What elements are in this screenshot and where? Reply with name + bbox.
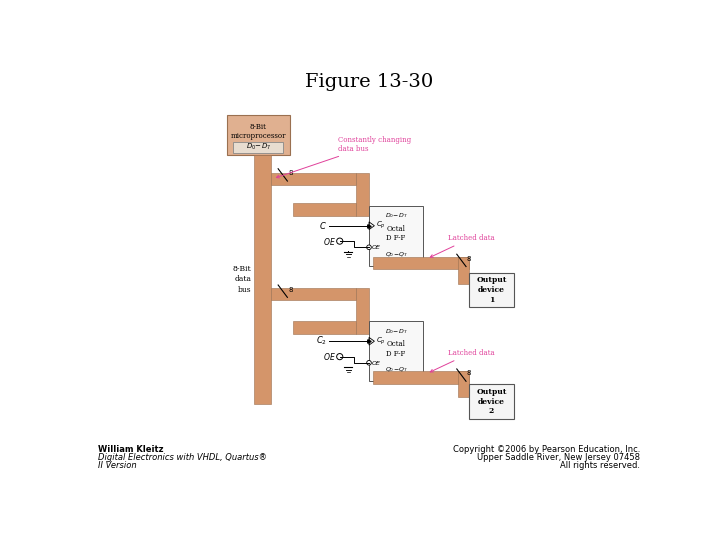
FancyBboxPatch shape xyxy=(469,384,514,419)
Text: $OE$: $OE$ xyxy=(323,235,336,247)
Text: All rights reserved.: All rights reserved. xyxy=(560,461,640,470)
FancyBboxPatch shape xyxy=(459,372,469,397)
Text: $Q_0\!-\!Q_7$: $Q_0\!-\!Q_7$ xyxy=(384,250,408,259)
FancyBboxPatch shape xyxy=(459,256,469,284)
FancyBboxPatch shape xyxy=(271,173,356,185)
Text: Output
device
1: Output device 1 xyxy=(476,276,507,304)
Circle shape xyxy=(337,354,343,360)
FancyBboxPatch shape xyxy=(373,372,469,383)
Text: Copyright ©2006 by Pearson Education, Inc.: Copyright ©2006 by Pearson Education, In… xyxy=(453,445,640,454)
Text: $OE$: $OE$ xyxy=(371,244,382,251)
Text: 8-Bit
data
bus: 8-Bit data bus xyxy=(233,265,251,294)
Text: Output
device
2: Output device 2 xyxy=(476,388,507,415)
Text: $OE$: $OE$ xyxy=(371,359,382,367)
Circle shape xyxy=(366,245,372,249)
Text: $D_0\!-\!D_7$: $D_0\!-\!D_7$ xyxy=(384,327,408,336)
FancyBboxPatch shape xyxy=(293,321,356,334)
FancyBboxPatch shape xyxy=(227,115,289,155)
FancyBboxPatch shape xyxy=(469,273,514,307)
Text: Constantly changing
data bus: Constantly changing data bus xyxy=(276,136,411,178)
FancyBboxPatch shape xyxy=(373,256,469,269)
Text: 8: 8 xyxy=(467,370,472,376)
Text: II Version: II Version xyxy=(98,461,137,470)
Text: Digital Electronics with VHDL, Quartus®: Digital Electronics with VHDL, Quartus® xyxy=(98,453,267,462)
FancyBboxPatch shape xyxy=(356,173,369,215)
Text: 8-Bit
microprocessor: 8-Bit microprocessor xyxy=(230,123,286,140)
Text: Octal
D F-F: Octal D F-F xyxy=(387,340,405,358)
Text: Upper Saddle River, New Jersey 07458: Upper Saddle River, New Jersey 07458 xyxy=(477,453,640,462)
FancyBboxPatch shape xyxy=(293,204,356,215)
Text: Figure 13-30: Figure 13-30 xyxy=(305,73,433,91)
Text: 8: 8 xyxy=(288,287,292,293)
Text: Latched data: Latched data xyxy=(431,234,495,257)
FancyBboxPatch shape xyxy=(369,206,423,266)
Text: $C_p$: $C_p$ xyxy=(376,335,386,347)
Text: $C$: $C$ xyxy=(319,220,327,231)
Text: Latched data: Latched data xyxy=(431,349,495,372)
FancyBboxPatch shape xyxy=(271,288,356,300)
Text: $Q_0\!-\!Q_7$: $Q_0\!-\!Q_7$ xyxy=(384,366,408,374)
Text: $OE$: $OE$ xyxy=(323,351,336,362)
Text: William Kleitz: William Kleitz xyxy=(98,445,163,454)
Circle shape xyxy=(337,238,343,244)
Circle shape xyxy=(366,361,372,365)
Text: 8: 8 xyxy=(288,170,292,176)
Text: $D_0\!-\!D_7$: $D_0\!-\!D_7$ xyxy=(246,142,271,152)
Text: Octal
D F-F: Octal D F-F xyxy=(387,225,405,242)
FancyBboxPatch shape xyxy=(369,321,423,381)
FancyBboxPatch shape xyxy=(356,288,369,334)
FancyBboxPatch shape xyxy=(233,142,283,153)
Text: $C_2$: $C_2$ xyxy=(315,335,327,347)
FancyBboxPatch shape xyxy=(254,155,271,403)
Text: $C_p$: $C_p$ xyxy=(376,220,386,232)
Text: $D_0\!-\!D_7$: $D_0\!-\!D_7$ xyxy=(384,211,408,220)
Text: 8: 8 xyxy=(467,256,472,262)
